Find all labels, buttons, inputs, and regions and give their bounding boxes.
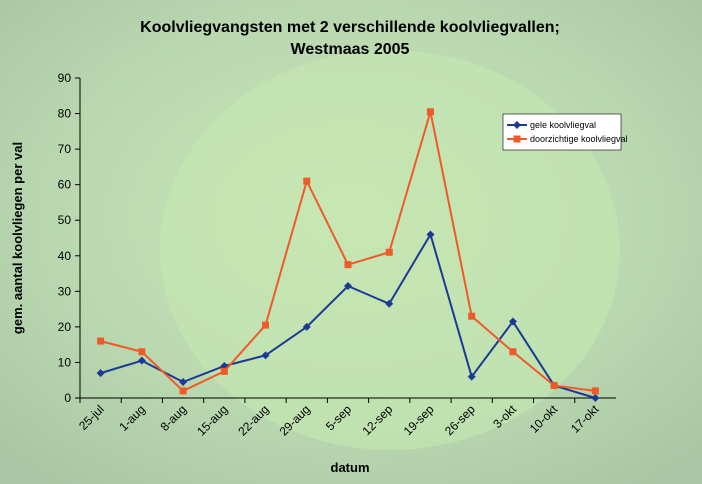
y-tick-label: 40	[58, 249, 72, 263]
chart-title: Koolvliegvangsten met 2 verschillende ko…	[140, 19, 560, 36]
y-tick-label: 90	[58, 71, 72, 85]
y-tick-label: 70	[58, 142, 72, 156]
data-point	[303, 178, 310, 185]
data-point	[551, 382, 558, 389]
data-point	[221, 368, 228, 375]
data-point	[138, 348, 145, 355]
legend: gele koolvliegval doorzichtige koolvliegv…	[503, 114, 628, 150]
legend-label: doorzichtige koolvliegval	[530, 134, 628, 144]
y-tick-label: 50	[58, 213, 72, 227]
chart: Koolvliegvangsten met 2 verschillende ko…	[0, 0, 702, 484]
data-point	[386, 249, 393, 256]
data-point	[262, 322, 269, 329]
y-tick-label: 10	[58, 355, 72, 369]
data-point	[427, 108, 434, 115]
data-point	[180, 387, 187, 394]
y-tick-label: 80	[58, 107, 72, 121]
data-point	[509, 348, 516, 355]
y-tick-label: 30	[58, 284, 72, 298]
y-tick-label: 60	[58, 178, 72, 192]
y-tick-label: 20	[58, 320, 72, 334]
data-point	[97, 338, 104, 345]
y-tick-label: 0	[64, 391, 71, 405]
y-axis-title: gem. aantal koolvliegen per val	[10, 142, 25, 334]
data-point	[592, 387, 599, 394]
x-axis-title: datum	[331, 460, 370, 475]
chart-title: Westmaas 2005	[291, 41, 410, 58]
legend-marker	[514, 136, 521, 143]
data-point	[468, 313, 475, 320]
data-point	[345, 261, 352, 268]
legend-label: gele koolvliegval	[530, 120, 596, 130]
